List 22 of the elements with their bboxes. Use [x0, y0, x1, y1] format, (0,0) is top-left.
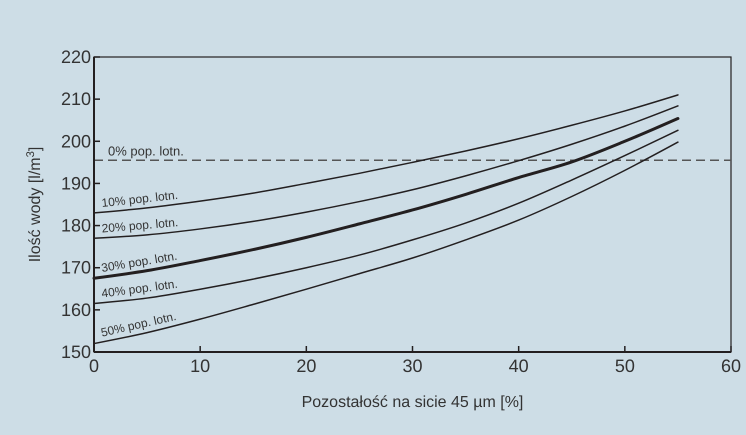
text: 30% pop. lotn. [100, 248, 178, 275]
y-tick-label: 150 [60, 342, 91, 362]
text: 10% pop. lotn. [100, 188, 179, 210]
y-tick-label: 160 [60, 300, 91, 320]
y-tick-label: 180 [60, 216, 91, 236]
y-tick-label: 190 [60, 173, 91, 194]
x-tick-label: 40 [508, 356, 529, 376]
ref-line-label: 0% pop. lotn. [108, 143, 184, 158]
y-tick-label: 210 [60, 89, 91, 110]
x-tick-label: 60 [720, 356, 742, 376]
x-tick-label: 50 [614, 356, 635, 376]
x-tick-label: 20 [296, 356, 316, 376]
text: 40% pop. lotn. [100, 276, 178, 300]
y-tick-label: 200 [60, 131, 91, 152]
text: 50% pop. lotn. [100, 309, 178, 340]
x-tick-label: 10 [190, 356, 210, 376]
y-tick-label: 220 [60, 47, 91, 67]
x-tick-label: 30 [402, 356, 423, 376]
series-label: 20% pop. lotn. [101, 215, 179, 236]
x-tick-label: 0 [88, 356, 100, 376]
y-tick-label: 170 [60, 258, 91, 278]
x-axis-title: Pozostałość na sicie 45 µm [%] [302, 394, 524, 411]
